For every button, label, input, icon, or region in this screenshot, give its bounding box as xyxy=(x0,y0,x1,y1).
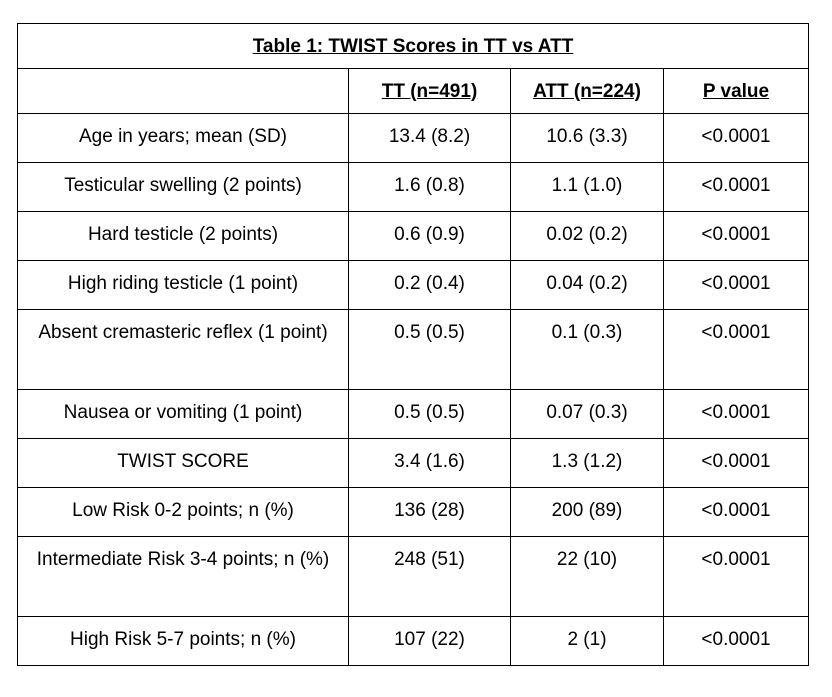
att-value: 200 (89) xyxy=(510,487,664,537)
table-row: Nausea or vomiting (1 point) 0.5 (0.5) 0… xyxy=(17,389,810,439)
tt-value: 1.6 (0.8) xyxy=(348,162,511,212)
header-p-value: P value xyxy=(662,68,810,114)
p-value: <0.0001 xyxy=(662,113,810,163)
row-label: Absent cremasteric reflex (1 point) xyxy=(17,309,349,390)
row-label: Age in years; mean (SD) xyxy=(17,113,349,163)
att-value: 1.3 (1.2) xyxy=(510,438,664,488)
tt-value: 0.6 (0.9) xyxy=(348,211,511,261)
table-row: Low Risk 0-2 points; n (%) 136 (28) 200 … xyxy=(17,487,810,537)
row-label: TWIST SCORE xyxy=(17,438,349,488)
tt-value: 3.4 (1.6) xyxy=(348,438,511,488)
row-label: Nausea or vomiting (1 point) xyxy=(17,389,349,439)
header-tt: TT (n=491) xyxy=(348,68,511,114)
table-row: High riding testicle (1 point) 0.2 (0.4)… xyxy=(17,260,810,310)
twist-scores-table: Table 1: TWIST Scores in TT vs ATT TT (n… xyxy=(16,23,810,666)
tt-value: 0.5 (0.5) xyxy=(348,309,511,390)
table-row: Testicular swelling (2 points) 1.6 (0.8)… xyxy=(17,162,810,212)
tt-value: 107 (22) xyxy=(348,616,511,666)
table-row: Intermediate Risk 3-4 points; n (%) 248 … xyxy=(17,536,810,617)
p-value: <0.0001 xyxy=(662,536,810,617)
row-label: Intermediate Risk 3-4 points; n (%) xyxy=(17,536,349,617)
att-value: 0.1 (0.3) xyxy=(510,309,664,390)
table-row: High Risk 5-7 points; n (%) 107 (22) 2 (… xyxy=(17,616,810,666)
header-att: ATT (n=224) xyxy=(510,68,664,114)
p-value: <0.0001 xyxy=(662,389,810,439)
row-label: Testicular swelling (2 points) xyxy=(17,162,349,212)
table-row: TWIST SCORE 3.4 (1.6) 1.3 (1.2) <0.0001 xyxy=(17,438,810,488)
tt-value: 13.4 (8.2) xyxy=(348,113,511,163)
tt-value: 248 (51) xyxy=(348,536,511,617)
p-value: <0.0001 xyxy=(662,487,810,537)
table-row: Hard testicle (2 points) 0.6 (0.9) 0.02 … xyxy=(17,211,810,261)
p-value: <0.0001 xyxy=(662,162,810,212)
header-label-column xyxy=(17,68,349,114)
table-row: Age in years; mean (SD) 13.4 (8.2) 10.6 … xyxy=(17,113,810,163)
row-label: Low Risk 0-2 points; n (%) xyxy=(17,487,349,537)
att-value: 0.02 (0.2) xyxy=(510,211,664,261)
att-value: 2 (1) xyxy=(510,616,664,666)
tt-value: 0.5 (0.5) xyxy=(348,389,511,439)
p-value: <0.0001 xyxy=(662,309,810,390)
table-header-row: TT (n=491) ATT (n=224) P value xyxy=(17,68,810,114)
tt-value: 0.2 (0.4) xyxy=(348,260,511,310)
att-value: 0.04 (0.2) xyxy=(510,260,664,310)
tt-value: 136 (28) xyxy=(348,487,511,537)
p-value: <0.0001 xyxy=(662,211,810,261)
row-label: High Risk 5-7 points; n (%) xyxy=(17,616,349,666)
table-row: Absent cremasteric reflex (1 point) 0.5 … xyxy=(17,309,810,390)
row-label: Hard testicle (2 points) xyxy=(17,211,349,261)
row-label: High riding testicle (1 point) xyxy=(17,260,349,310)
p-value: <0.0001 xyxy=(662,260,810,310)
att-value: 1.1 (1.0) xyxy=(510,162,664,212)
p-value: <0.0001 xyxy=(662,438,810,488)
att-value: 22 (10) xyxy=(510,536,664,617)
p-value: <0.0001 xyxy=(662,616,810,666)
table-title: Table 1: TWIST Scores in TT vs ATT xyxy=(16,23,810,69)
att-value: 10.6 (3.3) xyxy=(510,113,664,163)
table-title-row: Table 1: TWIST Scores in TT vs ATT xyxy=(16,23,810,69)
att-value: 0.07 (0.3) xyxy=(510,389,664,439)
